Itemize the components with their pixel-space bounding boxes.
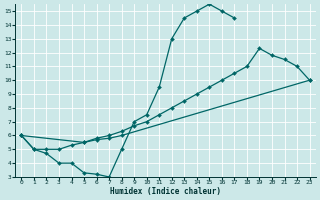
X-axis label: Humidex (Indice chaleur): Humidex (Indice chaleur) — [110, 187, 221, 196]
